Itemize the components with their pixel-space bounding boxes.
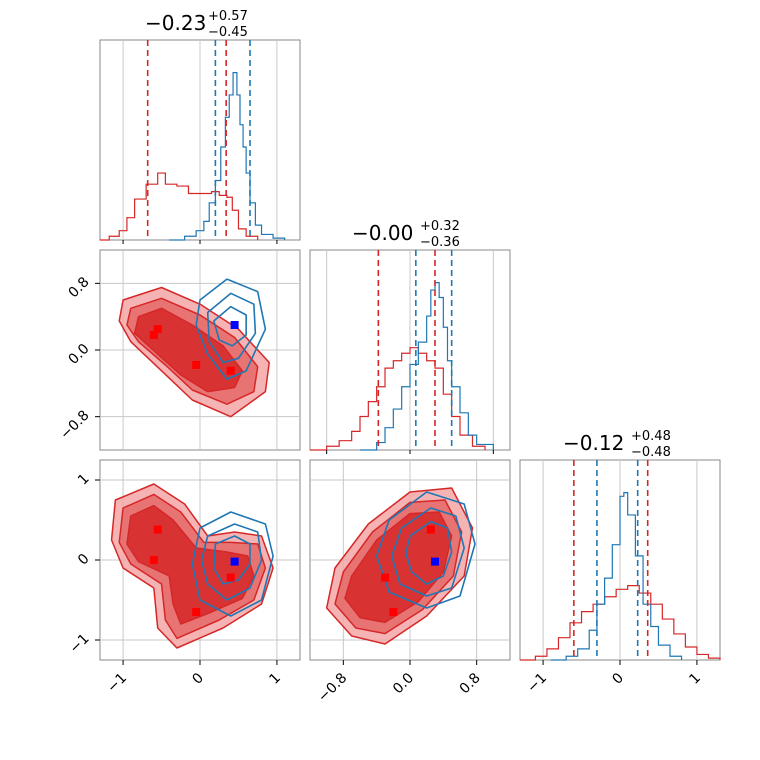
red-histogram: [520, 585, 721, 661]
title-upper: +0.57: [208, 9, 248, 24]
red-marker: [226, 573, 235, 582]
blue-marker: [230, 321, 239, 329]
blue-contour-level: [206, 292, 257, 364]
x-tick-label: 0.0: [390, 670, 417, 697]
title-diag-1: −0.00 +0.32 −0.36: [352, 219, 460, 250]
red-marker: [149, 331, 158, 339]
x-tick-label: 1: [266, 670, 284, 688]
blue-contour-level: [213, 305, 247, 347]
blue-marker: [431, 557, 439, 566]
x-tick-label: −0.8: [315, 670, 350, 705]
blue-contour-level: [405, 520, 453, 585]
x-tick-label: 1: [686, 670, 704, 688]
title-diag-0: −0.23 +0.57 −0.45: [145, 9, 248, 40]
title-lower: −0.36: [420, 235, 460, 250]
blue-marker: [230, 557, 239, 566]
red-histogram: [100, 172, 259, 241]
red-marker: [192, 608, 201, 616]
red-histogram: [310, 347, 486, 451]
blue-histogram: [550, 492, 683, 661]
red-contour-level: [344, 511, 453, 624]
title-upper: +0.32: [420, 219, 460, 234]
blue-contour-level: [200, 523, 263, 601]
title-value: −0.23: [145, 11, 206, 35]
red-marker: [226, 366, 235, 375]
blue-contour-level: [191, 511, 274, 617]
blue-contour-level: [213, 535, 251, 585]
blue-histogram: [360, 282, 494, 451]
title-diag-2: −0.12 +0.48 −0.48: [563, 429, 671, 460]
red-marker: [192, 361, 201, 369]
x-tick-label: 0.8: [457, 670, 484, 697]
plot-layer: −0.8 0.0 0.8 −1 0 1 −1 0 1 −0.8 0.0 0.8 −1 0 1: [57, 40, 721, 705]
blue-contour-level: [375, 491, 476, 609]
blue-histogram: [169, 72, 286, 241]
y-tick-label: −0.8: [57, 407, 92, 442]
y-tick-label: 0.0: [66, 341, 93, 368]
red-marker: [389, 608, 398, 616]
y-tick-label: −1: [67, 631, 93, 657]
x-tick-label: 0: [609, 670, 627, 688]
blue-contour-level: [195, 278, 267, 380]
red-marker: [153, 325, 162, 334]
y-tick-label: 1: [75, 471, 93, 489]
title-upper: +0.48: [631, 429, 671, 444]
red-marker: [149, 556, 158, 564]
y-tick-label: 0.8: [66, 274, 93, 301]
blue-contour-level: [390, 507, 465, 597]
x-tick-label: −1: [524, 670, 550, 696]
x-tick-label: 0: [189, 670, 207, 688]
x-tick-label: −1: [104, 670, 130, 696]
title-value: −0.00: [352, 221, 413, 245]
title-lower: −0.45: [208, 25, 248, 40]
red-contour-level: [126, 504, 255, 625]
title-value: −0.12: [563, 431, 624, 455]
title-lower: −0.48: [631, 445, 671, 460]
red-marker: [153, 525, 162, 534]
red-marker: [381, 573, 389, 582]
y-tick-label: 0: [75, 551, 93, 569]
red-marker: [426, 525, 435, 534]
